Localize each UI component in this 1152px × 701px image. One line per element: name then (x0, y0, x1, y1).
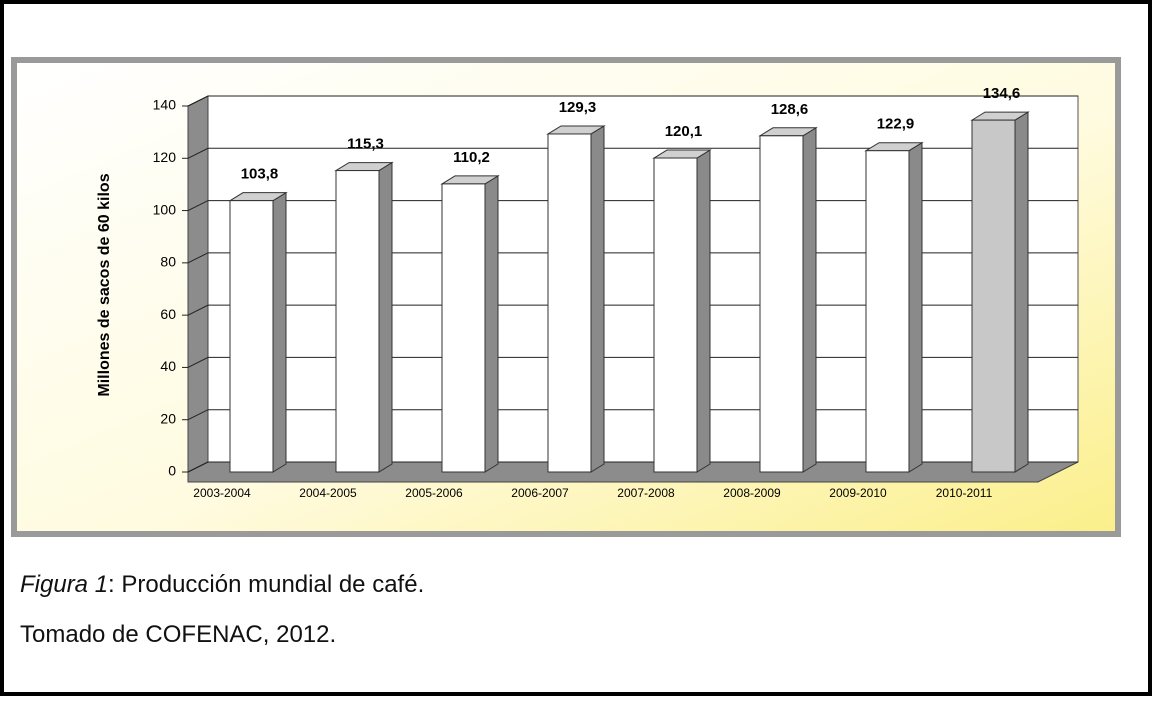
value-label: 128,6 (771, 101, 809, 118)
grid-line (187, 95, 1078, 107)
x-tick-label: 2009-2010 (829, 486, 887, 500)
value-label: 122,9 (877, 116, 915, 133)
bar (441, 183, 486, 473)
bar (335, 170, 380, 473)
x-tick-label: 2007-2008 (617, 486, 675, 500)
caption-label: Figura 1 (20, 571, 108, 598)
y-tick-label: 140 (153, 97, 177, 113)
caption-text: : Producción mundial de café. (108, 571, 424, 598)
bar-side (484, 175, 499, 473)
value-label: 110,2 (453, 149, 490, 166)
x-tick-label: 2010-2011 (936, 486, 993, 500)
x-tick-label: 2005-2006 (405, 486, 463, 500)
caption-source: Tomado de COFENAC, 2012. (20, 621, 336, 648)
y-tick-label: 80 (160, 254, 176, 270)
bar-side (378, 161, 393, 473)
caption: Figura 1: Producción mundial de café. (20, 571, 424, 598)
bar-side (802, 126, 817, 473)
value-label: 134,6 (983, 85, 1021, 102)
value-label: 103,8 (241, 166, 279, 183)
x-tick-label: 2003-2004 (193, 486, 251, 500)
x-tick-label: 2004-2005 (299, 486, 357, 500)
y-tick-label: 60 (160, 306, 176, 322)
bar-side (1014, 111, 1029, 473)
plot: 0 20 40 60 80 100 120 140 2003-2004 103,8 2004-200… (153, 85, 1079, 500)
value-label: 120,1 (665, 123, 703, 140)
y-tick-label: 40 (160, 358, 176, 374)
floor (187, 461, 1079, 483)
side-wall (187, 95, 209, 473)
y-tick-label: 120 (153, 149, 177, 165)
bar-side (696, 149, 711, 473)
bar-side (272, 191, 287, 473)
bar (229, 200, 274, 473)
y-tick-label: 20 (160, 410, 176, 426)
bar (547, 133, 592, 473)
bar (759, 135, 804, 473)
y-axis-label: Millones de sacos de 60 kilos (96, 173, 113, 396)
bar-side (908, 141, 923, 473)
bar-side (590, 125, 605, 473)
bar (865, 150, 910, 473)
x-tick-label: 2008-2009 (723, 486, 781, 500)
value-label: 129,3 (559, 99, 597, 116)
value-label: 115,3 (347, 136, 384, 153)
x-tick-label: 2006-2007 (511, 486, 569, 500)
bar (971, 119, 1016, 473)
y-tick-label: 0 (168, 463, 176, 479)
bar (653, 157, 698, 473)
y-tick-label: 100 (153, 201, 177, 217)
